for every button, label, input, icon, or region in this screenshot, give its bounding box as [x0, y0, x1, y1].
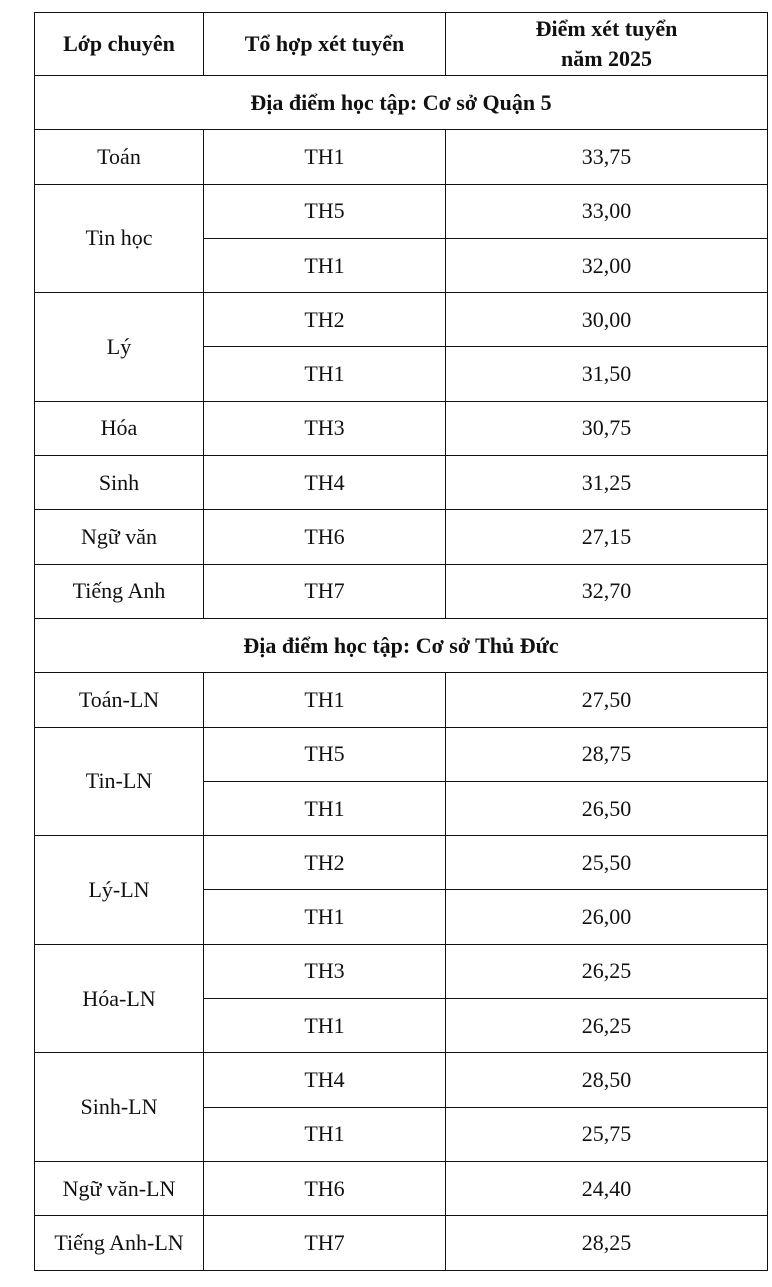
score-cell: 27,15: [445, 509, 768, 565]
score-cell: 24,40: [445, 1160, 768, 1217]
table-row: Ngữ văn-LN TH6 24,40: [34, 1160, 768, 1217]
admission-scores-table: Lớp chuyên Tổ hợp xét tuyển Điểm xét tuy…: [34, 12, 768, 1271]
score-cell: 25,75: [445, 1106, 768, 1162]
class-cell: Sinh-LN: [34, 1052, 204, 1162]
class-cell: Sinh: [34, 455, 204, 511]
combo-cell: TH7: [203, 563, 446, 619]
score-cell: 25,50: [445, 835, 768, 891]
combo-cell: TH1: [203, 998, 446, 1054]
score-cell: 31,25: [445, 455, 768, 511]
table-row: Sinh-LN TH4 28,50: [34, 1052, 768, 1162]
class-cell: Tiếng Anh: [34, 563, 204, 619]
combo-cell: TH4: [203, 1052, 446, 1108]
table-row: Tin-LN TH5 28,75: [34, 726, 768, 837]
class-cell: Hóa: [34, 400, 204, 457]
header-score-line1: Điểm xét tuyển: [535, 16, 678, 41]
class-cell: Tin học: [34, 183, 204, 294]
class-cell: Lý: [34, 292, 204, 402]
class-cell: Ngữ văn-LN: [34, 1160, 204, 1217]
combo-cell: TH6: [203, 1160, 446, 1217]
table-row: Hóa TH3 30,75: [34, 400, 768, 457]
table-row: Tiếng Anh TH7 32,70: [34, 563, 768, 619]
score-cell: 33,00: [445, 183, 768, 239]
score-cell: 26,25: [445, 998, 768, 1054]
combo-cell: TH1: [203, 129, 446, 185]
table-row: Tiếng Anh-LN TH7 28,25: [34, 1215, 768, 1271]
score-cell: 28,75: [445, 726, 768, 782]
combo-cell: TH1: [203, 1106, 446, 1162]
score-cell: 28,25: [445, 1215, 768, 1271]
score-cell: 26,50: [445, 780, 768, 837]
combo-cell: TH5: [203, 726, 446, 782]
header-score: Điểm xét tuyển năm 2025: [445, 12, 768, 76]
class-cell: Lý-LN: [34, 835, 204, 945]
combo-cell: TH1: [203, 672, 446, 728]
table-row: Lý-LN TH2 25,50: [34, 835, 768, 945]
table-row: TH1 25,75: [35, 1106, 768, 1162]
table-row: TH1 32,00: [35, 237, 768, 294]
table-row: Tin học TH5 33,00: [34, 183, 768, 294]
score-cell: 30,00: [445, 292, 768, 348]
score-cell: 26,00: [445, 889, 768, 945]
table-row: Lý TH2 30,00: [34, 292, 768, 402]
class-cell: Hóa-LN: [34, 943, 204, 1054]
score-cell: 32,70: [445, 563, 768, 619]
section-title: Địa điểm học tập: Cơ sở Quận 5: [34, 74, 768, 131]
combo-cell: TH5: [203, 183, 446, 239]
section-title: Địa điểm học tập: Cơ sở Thủ Đức: [34, 617, 768, 674]
combo-cell: TH1: [203, 237, 446, 294]
header-combo: Tổ hợp xét tuyển: [203, 12, 446, 76]
table-row: TH1 26,25: [35, 998, 768, 1054]
score-cell: 31,50: [445, 346, 768, 402]
combo-cell: TH3: [203, 943, 446, 1000]
table-row: Sinh TH4 31,25: [34, 455, 768, 511]
combo-cell: TH1: [203, 346, 446, 402]
score-cell: 32,00: [445, 237, 768, 294]
section-row: Địa điểm học tập: Cơ sở Quận 5: [34, 74, 768, 131]
combo-cell: TH7: [203, 1215, 446, 1271]
table-row: TH1 26,50: [35, 780, 768, 837]
score-cell: 33,75: [445, 129, 768, 185]
combo-cell: TH2: [203, 292, 446, 348]
class-cell: Toán: [34, 129, 204, 185]
class-cell: Toán-LN: [34, 672, 204, 728]
score-cell: 27,50: [445, 672, 768, 728]
score-cell: 30,75: [445, 400, 768, 457]
combo-cell: TH3: [203, 400, 446, 457]
table-row: Toán-LN TH1 27,50: [34, 672, 768, 728]
score-cell: 28,50: [445, 1052, 768, 1108]
table-row: Toán TH1 33,75: [34, 129, 768, 185]
combo-cell: TH4: [203, 455, 446, 511]
combo-cell: TH1: [203, 780, 446, 837]
class-cell: Tiếng Anh-LN: [34, 1215, 204, 1271]
header-score-line2: năm 2025: [560, 46, 653, 71]
class-cell: Ngữ văn: [34, 509, 204, 565]
table-row: Ngữ văn TH6 27,15: [34, 509, 768, 565]
combo-cell: TH1: [203, 889, 446, 945]
score-cell: 26,25: [445, 943, 768, 1000]
combo-cell: TH2: [203, 835, 446, 891]
class-cell: Tin-LN: [34, 726, 204, 837]
combo-cell: TH6: [203, 509, 446, 565]
section-row: Địa điểm học tập: Cơ sở Thủ Đức: [34, 617, 768, 674]
header-class: Lớp chuyên: [34, 12, 204, 76]
table-row: Hóa-LN TH3 26,25: [34, 943, 768, 1054]
header-row: Lớp chuyên Tổ hợp xét tuyển Điểm xét tuy…: [34, 12, 768, 76]
